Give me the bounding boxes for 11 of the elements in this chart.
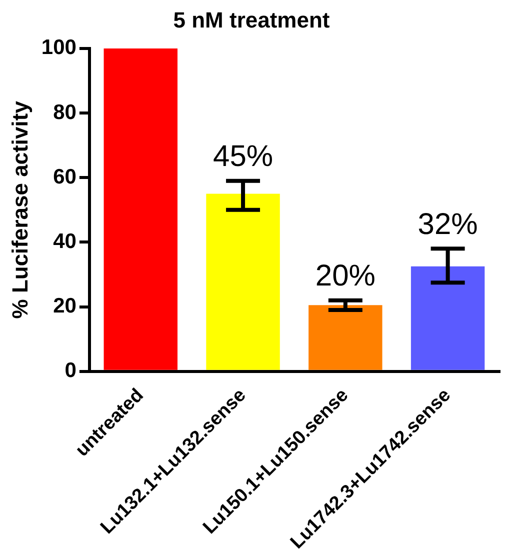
- annotation: 20%: [315, 260, 376, 293]
- y-axis-title: % Luciferase activity: [7, 100, 32, 319]
- y-tick-label: 60: [53, 165, 76, 188]
- y-tick-label: 20: [53, 294, 76, 318]
- y-tick-label: 100: [41, 36, 76, 60]
- annotation: 45%: [213, 140, 274, 174]
- chart-title: 5 nM treatment: [173, 7, 330, 32]
- annotation: 32%: [418, 208, 478, 241]
- y-tick-label: 80: [53, 100, 76, 124]
- y-tick-label: 0: [64, 359, 76, 382]
- y-tick-label: 40: [53, 230, 76, 253]
